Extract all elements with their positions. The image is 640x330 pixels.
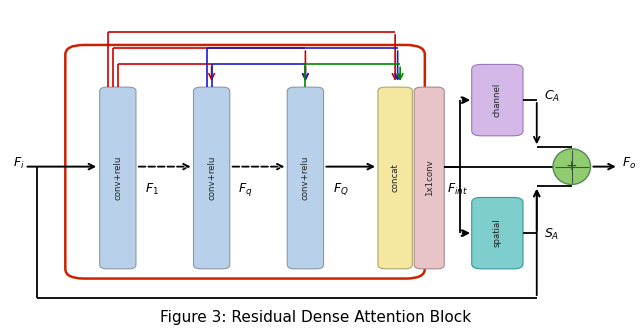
Text: $C_A$: $C_A$ [544, 89, 561, 104]
Text: $F_i$: $F_i$ [13, 156, 24, 171]
FancyBboxPatch shape [100, 87, 136, 269]
Text: channel: channel [493, 83, 502, 117]
Text: $F_o$: $F_o$ [622, 156, 636, 171]
Text: spatial: spatial [493, 219, 502, 248]
FancyBboxPatch shape [193, 87, 230, 269]
Text: conv+relu: conv+relu [207, 156, 216, 200]
FancyBboxPatch shape [414, 87, 444, 269]
FancyBboxPatch shape [472, 64, 523, 136]
Text: 1x1conv: 1x1conv [425, 160, 434, 196]
Text: $F_q$: $F_q$ [238, 181, 253, 198]
Text: $F_{int}$: $F_{int}$ [447, 182, 468, 197]
Text: Figure 3: Residual Dense Attention Block: Figure 3: Residual Dense Attention Block [160, 310, 471, 325]
Text: $F_Q$: $F_Q$ [333, 182, 349, 197]
Text: +: + [566, 159, 577, 173]
FancyBboxPatch shape [472, 197, 523, 269]
Text: $S_A$: $S_A$ [544, 227, 559, 242]
Text: conv+relu: conv+relu [301, 156, 310, 200]
Text: concat: concat [390, 164, 399, 192]
Text: $F_1$: $F_1$ [145, 182, 159, 197]
FancyBboxPatch shape [287, 87, 324, 269]
FancyBboxPatch shape [378, 87, 412, 269]
Ellipse shape [553, 149, 591, 184]
Text: conv+relu: conv+relu [113, 156, 122, 200]
